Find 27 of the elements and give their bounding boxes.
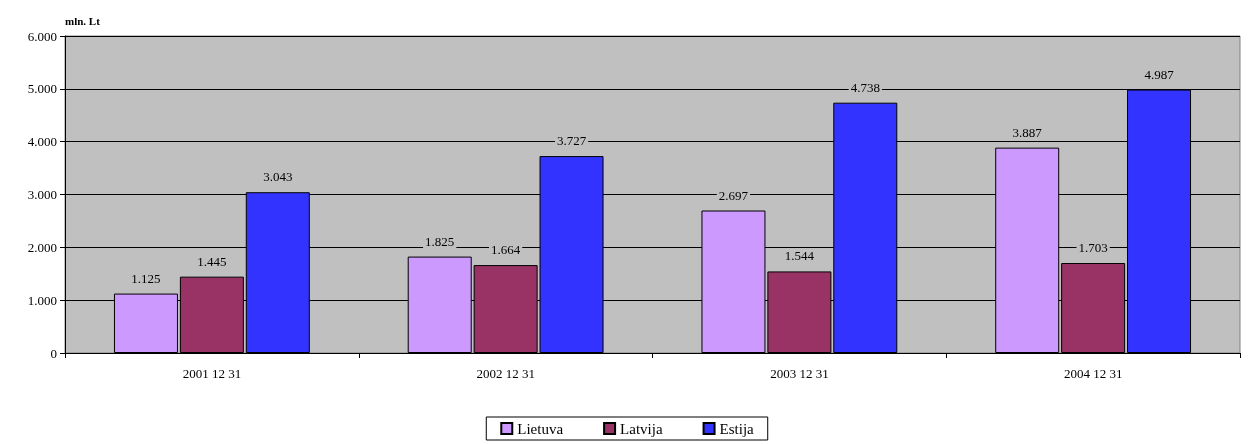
y-tick-label: 5.000 xyxy=(27,81,57,97)
y-axis-title: mln. Lt xyxy=(65,14,101,27)
data-label: 1.664 xyxy=(491,242,521,258)
data-label: 1.825 xyxy=(425,233,455,249)
y-tick-label: 0 xyxy=(50,345,57,361)
legend-label: Estija xyxy=(719,420,755,437)
data-label: 3.887 xyxy=(1012,124,1043,140)
x-tick-label: 2004 12 31 xyxy=(1063,366,1123,381)
legend-label: Lietuva xyxy=(517,420,564,437)
y-tick-label: 4.000 xyxy=(27,134,57,150)
data-label: 1.703 xyxy=(1078,240,1108,256)
data-label: 3.043 xyxy=(263,169,293,185)
data-label: 2.697 xyxy=(718,187,749,203)
x-tick-label: 2001 12 31 xyxy=(182,366,242,381)
data-label: 1.544 xyxy=(784,248,815,264)
y-tick-label: 2.000 xyxy=(27,239,57,255)
data-label: 1.125 xyxy=(131,270,161,286)
y-tick-label: 6.000 xyxy=(27,28,57,44)
legend-label: Latvija xyxy=(620,420,663,437)
x-tick-label: 2003 12 31 xyxy=(770,366,829,381)
data-label: 3.727 xyxy=(556,133,587,149)
y-tick-label: 1.000 xyxy=(27,292,57,308)
y-tick-label: 3.000 xyxy=(27,187,57,202)
x-tick-label: 2002 12 31 xyxy=(476,366,535,381)
data-label: 4.987 xyxy=(1144,66,1175,82)
data-label: 4.738 xyxy=(850,79,880,95)
data-label: 1.445 xyxy=(197,253,227,269)
